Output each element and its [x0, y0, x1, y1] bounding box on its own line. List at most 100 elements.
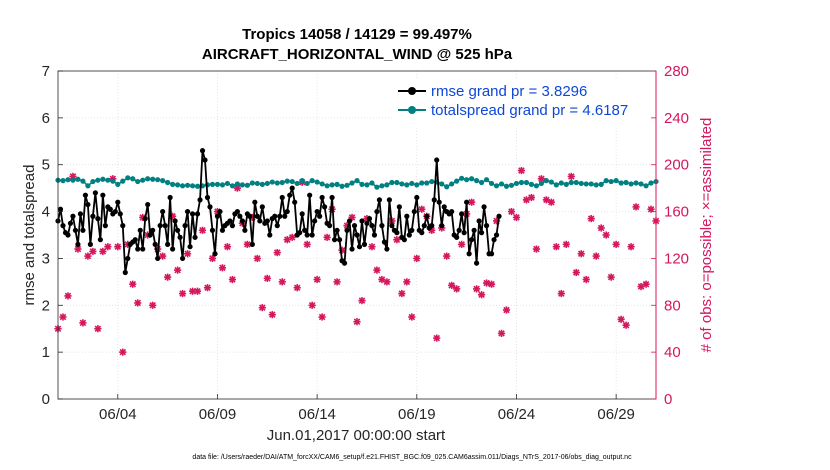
spread-point	[603, 178, 609, 184]
rmse-point	[229, 223, 236, 229]
obs-point	[198, 226, 207, 234]
rmse-series	[55, 148, 502, 276]
obs-point	[313, 275, 321, 284]
obs-point	[612, 240, 620, 248]
footnote: data file: /Users/raeder/DAI/ATM_forcXX/…	[192, 454, 632, 461]
spread-point	[568, 179, 574, 186]
rmse-point	[162, 223, 168, 229]
obs-point	[627, 243, 635, 251]
spread-point	[259, 181, 265, 187]
rmse-point	[152, 241, 158, 247]
rmse-point	[389, 223, 395, 229]
obs-point	[84, 252, 92, 260]
rmse-point	[212, 251, 218, 257]
rmse-point	[346, 218, 353, 224]
obs-point	[408, 313, 416, 321]
obs-point	[502, 306, 511, 314]
rmse-point	[172, 218, 178, 224]
obs-point	[433, 334, 441, 342]
rmse-point	[204, 194, 211, 201]
x-tick-label: 06/14	[298, 406, 336, 423]
rmse-point	[239, 218, 245, 224]
spread-point	[404, 182, 410, 188]
obs-point	[348, 213, 356, 222]
spread-point	[145, 176, 151, 182]
rmse-point	[170, 246, 176, 252]
spread-point	[140, 177, 146, 183]
spread-point	[424, 180, 430, 186]
y-right-tick-label: 160	[664, 204, 689, 221]
y-left-tick-label: 2	[42, 297, 50, 314]
rmse-point	[100, 192, 106, 198]
rmse-point	[90, 213, 96, 219]
spread-point	[379, 183, 385, 189]
obs-point	[453, 285, 461, 293]
rmse-point	[297, 230, 303, 236]
rmse-point	[476, 218, 482, 224]
rmse-point	[197, 197, 203, 203]
obs-point	[223, 243, 232, 251]
obs-point	[448, 281, 456, 289]
spread-point	[60, 178, 66, 184]
legend-box	[394, 80, 650, 126]
rmse-point	[207, 204, 213, 210]
obs-point	[532, 245, 540, 253]
y-left-tick-label: 6	[42, 110, 50, 127]
y-right-tick-label: 0	[664, 391, 672, 408]
obs-point	[208, 254, 217, 263]
spread-point	[339, 183, 345, 189]
spread-point	[304, 180, 310, 187]
spread-point	[75, 176, 81, 182]
obs-point	[373, 266, 381, 274]
rmse-point	[361, 241, 368, 247]
rmse-point	[312, 218, 318, 224]
spread-point	[513, 180, 520, 187]
spread-point	[389, 179, 395, 186]
obs-point	[403, 278, 411, 286]
obs-point	[632, 203, 640, 211]
x-tick-label: 06/09	[199, 406, 237, 423]
obs-point	[473, 285, 481, 293]
legend-spread-marker	[408, 106, 416, 114]
spread-point	[578, 180, 584, 187]
obs-point	[188, 287, 197, 295]
legend-spread-label: totalspread grand pr = 4.6187	[431, 102, 628, 119]
spread-point	[483, 177, 490, 183]
y-left-tick-label: 4	[42, 204, 50, 221]
rmse-point	[117, 211, 123, 217]
spread-point	[289, 178, 295, 185]
spread-point	[130, 176, 136, 182]
obs-point	[273, 248, 281, 257]
spread-point	[85, 183, 91, 189]
spread-point	[573, 179, 579, 186]
rmse-point	[289, 185, 295, 191]
spread-point	[324, 183, 330, 189]
spread-point	[553, 182, 559, 188]
spread-point	[419, 180, 425, 186]
spread-point	[478, 179, 485, 186]
y-left-tick-label: 0	[42, 391, 50, 408]
rmse-point	[359, 218, 365, 224]
rmse-point	[137, 227, 143, 233]
rmse-point	[272, 213, 278, 219]
rmse-point	[336, 237, 343, 243]
spread-point	[364, 182, 370, 188]
axes: 06/04 06/09 06/14 06/19 06/24 06/29 0 1 2 3 4 5 6 7 0 4…	[42, 63, 689, 423]
rmse-point	[496, 213, 502, 219]
obs-point	[79, 319, 87, 327]
spread-point	[399, 181, 405, 187]
spread-point	[70, 177, 76, 183]
obs-point	[597, 224, 605, 232]
rmse-point	[57, 206, 64, 212]
rmse-point	[449, 208, 455, 215]
rmse-point	[157, 223, 163, 229]
spread-point	[329, 182, 335, 188]
rmse-point	[349, 246, 355, 252]
spread-point	[593, 182, 599, 188]
rmse-point	[369, 223, 375, 229]
rmse-point	[488, 251, 495, 257]
rmse-point	[299, 211, 305, 217]
rmse-point	[461, 230, 467, 236]
spread-point	[214, 181, 221, 187]
y-left-tick-label: 1	[42, 344, 50, 361]
